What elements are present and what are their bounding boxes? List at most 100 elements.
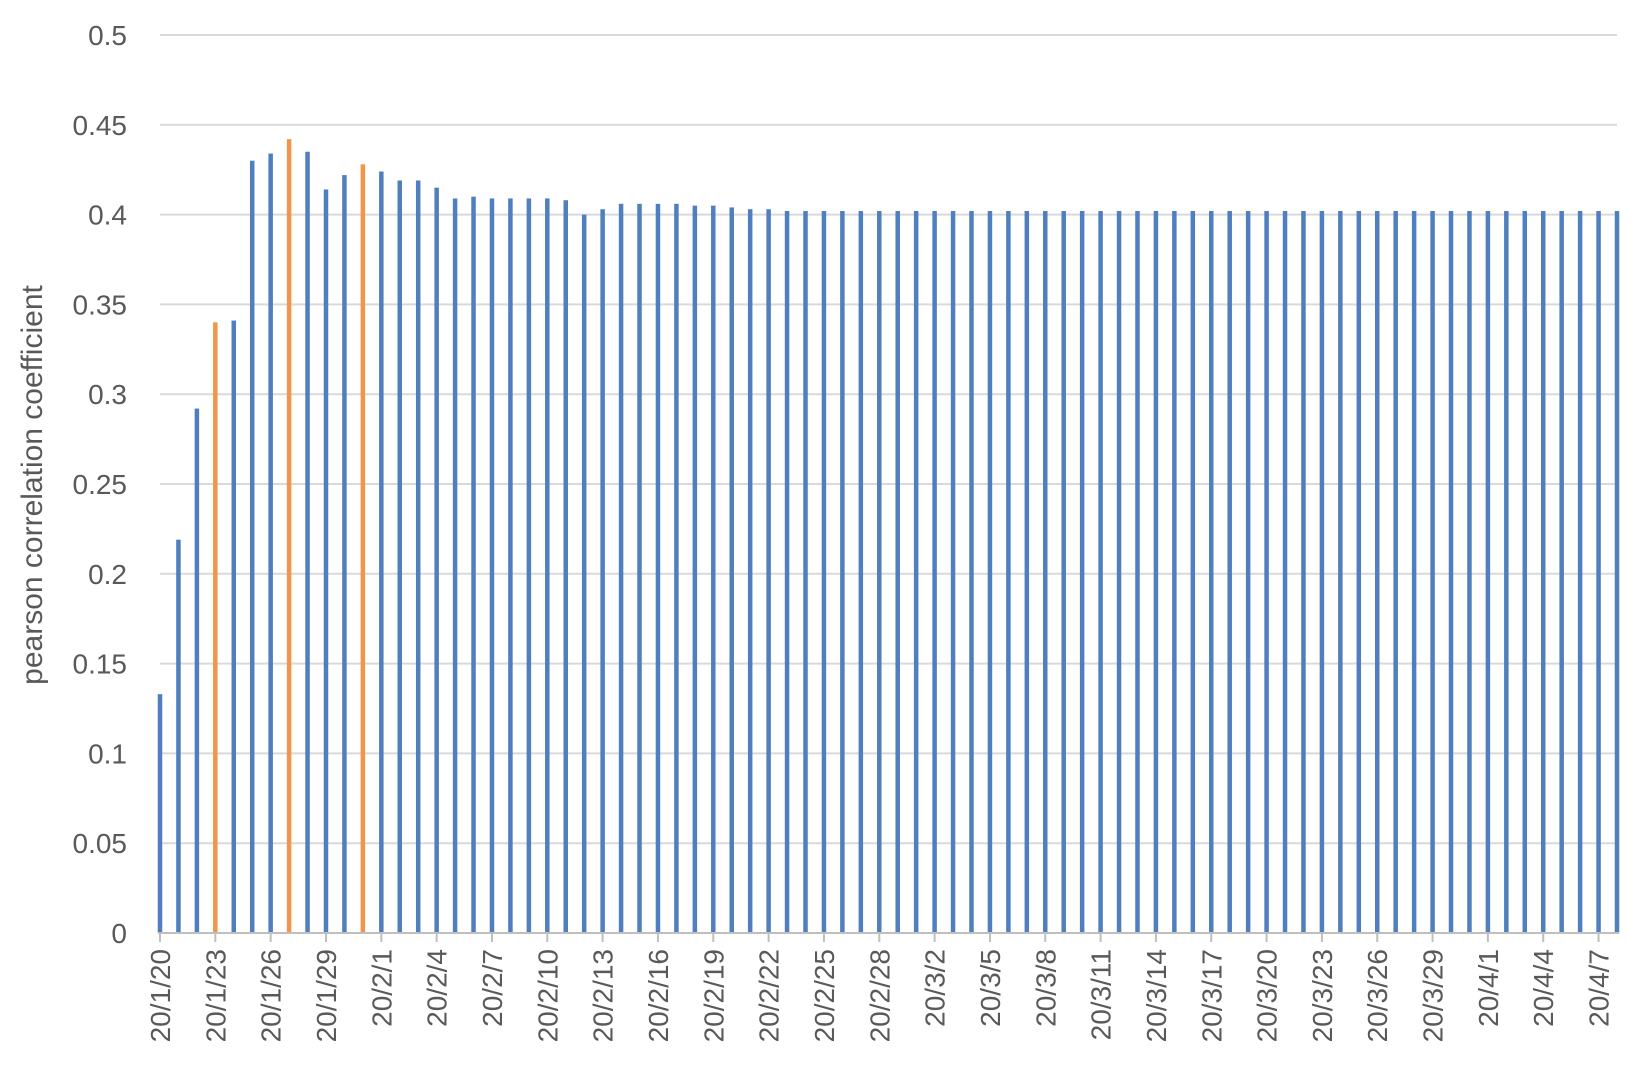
x-tick-label: 20/1/23 bbox=[200, 949, 231, 1042]
bar bbox=[637, 203, 642, 933]
bar bbox=[434, 187, 439, 933]
bar bbox=[1504, 211, 1509, 933]
bar bbox=[618, 203, 624, 933]
bar bbox=[1245, 211, 1251, 933]
x-tick-label: 20/3/17 bbox=[1196, 949, 1227, 1042]
y-tick-label: 0.3 bbox=[88, 379, 127, 410]
bar bbox=[286, 139, 292, 934]
bar bbox=[268, 153, 273, 934]
bar bbox=[747, 209, 753, 933]
x-tick-label: 20/1/20 bbox=[145, 949, 176, 1042]
x-tick-label: 20/4/7 bbox=[1584, 949, 1615, 1027]
bar bbox=[305, 151, 310, 934]
bar bbox=[969, 211, 974, 933]
bar bbox=[1596, 211, 1601, 933]
x-axis bbox=[158, 932, 1619, 942]
bar bbox=[323, 189, 329, 933]
bar bbox=[194, 408, 200, 933]
y-tick-label: 0.2 bbox=[88, 559, 127, 590]
bar bbox=[1485, 211, 1491, 933]
bar bbox=[452, 198, 458, 933]
bar bbox=[1338, 211, 1343, 933]
bar bbox=[1411, 211, 1417, 933]
bar bbox=[1577, 211, 1583, 933]
bar bbox=[1190, 211, 1196, 933]
x-tick-label: 20/2/13 bbox=[588, 949, 619, 1042]
y-tick-label: 0.1 bbox=[88, 738, 127, 769]
bar bbox=[563, 200, 568, 934]
bar bbox=[1209, 211, 1214, 933]
bar bbox=[176, 539, 181, 933]
bar bbox=[1227, 211, 1232, 933]
bar bbox=[932, 211, 937, 933]
bar bbox=[1061, 211, 1066, 933]
bar bbox=[213, 322, 218, 933]
x-tick-label: 20/4/1 bbox=[1473, 949, 1504, 1027]
bar bbox=[1043, 211, 1048, 933]
bar bbox=[489, 198, 495, 933]
bar bbox=[526, 198, 532, 933]
x-tick-label: 20/2/25 bbox=[809, 949, 840, 1042]
bar bbox=[840, 211, 845, 933]
bar bbox=[674, 203, 679, 933]
bar bbox=[360, 164, 366, 933]
bar bbox=[249, 160, 255, 934]
bar bbox=[1393, 211, 1398, 933]
y-tick-label: 0.4 bbox=[88, 200, 127, 231]
bar bbox=[821, 211, 827, 933]
y-axis-title: pearson correlation coefficient bbox=[16, 284, 49, 684]
bar bbox=[471, 196, 476, 933]
y-tick-label: 0 bbox=[111, 918, 127, 949]
bar bbox=[545, 198, 550, 933]
x-tick-label: 20/3/8 bbox=[1030, 949, 1061, 1027]
bar bbox=[877, 211, 882, 933]
bar bbox=[1282, 211, 1288, 933]
bar bbox=[1430, 211, 1435, 933]
bar bbox=[342, 175, 347, 934]
x-tick-label: 20/2/1 bbox=[366, 949, 397, 1027]
x-tick-label: 20/2/10 bbox=[532, 949, 563, 1042]
bar bbox=[1522, 211, 1528, 933]
bar bbox=[1356, 211, 1362, 933]
bar bbox=[1116, 211, 1122, 933]
bar bbox=[1024, 211, 1030, 933]
bar bbox=[379, 171, 384, 933]
x-tick-label: 20/2/7 bbox=[477, 949, 508, 1027]
bar bbox=[1153, 211, 1159, 933]
bar bbox=[397, 180, 403, 934]
bar bbox=[913, 211, 919, 933]
x-tick-label: 20/3/2 bbox=[920, 949, 951, 1027]
bar bbox=[858, 211, 864, 933]
bar bbox=[655, 203, 661, 933]
y-tick-label: 0.25 bbox=[73, 469, 128, 500]
bar bbox=[1264, 211, 1269, 933]
bar bbox=[1467, 211, 1472, 933]
y-tick-label: 0.05 bbox=[73, 828, 128, 859]
bars bbox=[157, 139, 1620, 934]
bar bbox=[1172, 211, 1177, 933]
x-tick-label: 20/3/14 bbox=[1141, 949, 1172, 1042]
y-axis-tick-labels: 0 0.05 0.1 0.15 0.2 0.25 0.3 0.35 0.4 0.45 0.5 bbox=[73, 20, 128, 949]
bar bbox=[1614, 211, 1620, 933]
bar bbox=[1559, 211, 1564, 933]
y-tick-label: 0.15 bbox=[73, 649, 128, 680]
x-tick-label: 20/3/29 bbox=[1418, 949, 1449, 1042]
bar bbox=[987, 211, 993, 933]
bar bbox=[157, 694, 163, 933]
bar bbox=[895, 211, 900, 933]
bar bbox=[231, 320, 237, 933]
bar bbox=[1135, 211, 1140, 933]
bar bbox=[415, 180, 421, 934]
y-tick-label: 0.45 bbox=[73, 110, 128, 141]
x-tick-label: 20/3/5 bbox=[975, 949, 1006, 1027]
bar bbox=[581, 214, 587, 934]
x-tick-label: 20/3/26 bbox=[1362, 949, 1393, 1042]
bar bbox=[1448, 211, 1454, 933]
bar bbox=[1319, 211, 1325, 933]
x-tick-label: 20/2/19 bbox=[698, 949, 729, 1042]
bar bbox=[1098, 211, 1103, 933]
bar bbox=[766, 209, 771, 933]
bar bbox=[950, 211, 956, 933]
x-axis-tick-labels: 20/1/20 20/1/23 20/1/26 20/1/29 20/2/1 20/2/4… bbox=[145, 949, 1615, 1042]
